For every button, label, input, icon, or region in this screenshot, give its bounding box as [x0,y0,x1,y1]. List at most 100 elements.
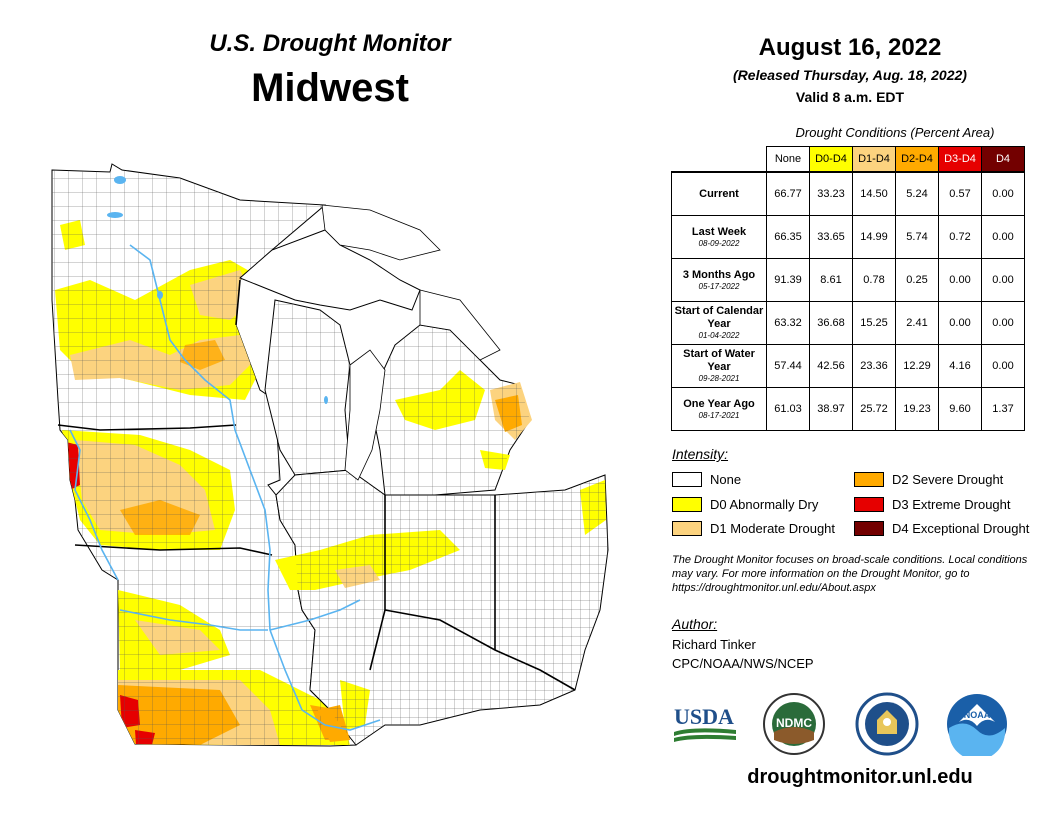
table-cell: 33.65 [809,215,853,259]
table-row: Current 66.77 33.23 14.50 5.24 0.57 0.00 [671,171,1025,216]
table-cell: 38.97 [809,387,853,431]
legend-item-none: None [672,470,741,488]
table-cell: 66.77 [766,171,810,216]
table-cell: 14.50 [852,171,896,216]
table-cell: 63.32 [766,301,810,345]
row-date: 08-09-2022 [698,238,740,248]
table-cell: 1.37 [981,387,1025,431]
footer-url[interactable]: droughtmonitor.unl.edu [747,766,973,788]
row-label: 3 Months Ago 05-17-2022 [671,258,767,302]
table-caption: Drought Conditions (Percent Area) [795,125,995,140]
table-cell: 0.00 [981,171,1025,216]
table-cell: 5.24 [895,171,939,216]
table-cell: 9.60 [938,387,982,431]
table-cell: 23.36 [852,344,896,388]
legend-swatch [672,471,702,487]
land-east-block [275,469,609,746]
noaa-logo: NOAA [947,694,1007,756]
author-label: Author: [672,616,718,632]
table-cell: 5.74 [895,215,939,259]
lakes-inland [107,176,328,404]
row-date: 08-17-2021 [698,410,740,420]
legend-item-d2: D2 Severe Drought [854,470,1003,488]
legend-swatch [854,496,884,512]
table-cell: 36.68 [809,301,853,345]
land-lower-michigan [369,324,532,496]
noaa-logo-text: NOAA [964,710,991,720]
legend-title: Intensity: [672,446,729,462]
table-cell: 42.56 [809,344,853,388]
valid-time: Valid 8 a.m. EDT [795,89,905,105]
table-cell: 4.16 [938,344,982,388]
row-date: 01-04-2022 [698,331,740,340]
table-row: Start of Calendar Year 01-04-2022 63.32 3… [671,301,1025,345]
map-date: August 16, 2022 [758,34,942,61]
table-cell: 0.00 [981,258,1025,302]
great-lakes [321,204,501,481]
table-cell: 0.00 [938,301,982,345]
table-header-row: None D0-D4 D1-D4 D2-D4 D3-D4 D4 [672,146,1025,173]
table-cell: 0.00 [981,215,1025,259]
table-cell: 12.29 [895,344,939,388]
legend-label: D1 Moderate Drought [710,520,836,536]
legend-label: D4 Exceptional Drought [892,520,1030,536]
table-row: Start of Water Year 09-28-2021 57.44 42.5… [671,344,1025,388]
table-cell: 66.35 [766,215,810,259]
legend-item-d3: D3 Extreme Drought [854,495,1011,513]
table-cell: 2.41 [895,301,939,345]
column-header: D3-D4 [938,146,982,173]
usda-logo: USDA [674,704,736,742]
table-row: Last Week 08-09-2022 66.35 33.65 14.99 5.… [671,215,1025,259]
table-cell: 14.99 [852,215,896,259]
drought-map [51,163,609,747]
row-label: Start of Calendar Year 01-04-2022 [671,301,767,345]
table-cell: 15.25 [852,301,896,345]
ndmc-logo: NDMC [763,693,825,755]
table-cell: 0.72 [938,215,982,259]
table-cell: 0.00 [981,344,1025,388]
region-title: Midwest [251,66,409,110]
state-borders [57,279,576,691]
table-cell: 91.39 [766,258,810,302]
table-cell: 33.23 [809,171,853,216]
legend-label: D0 Abnormally Dry [710,496,819,512]
author-org: CPC/NOAA/NWS/NCEP [672,656,814,671]
table-cell: 57.44 [766,344,810,388]
legend-swatch [672,496,702,512]
land-wisconsin-east [264,299,351,476]
rivers [69,244,381,731]
table-cell: 8.61 [809,258,853,302]
commerce-seal-icon [855,692,919,756]
table-corner [672,147,767,173]
row-label: Current [671,171,767,216]
column-header: D1-D4 [852,146,896,173]
table-row: One Year Ago 08-17-2021 61.03 38.97 25.72… [671,387,1025,431]
column-header: D4 [981,146,1025,173]
column-header: D0-D4 [809,146,853,173]
legend-label: None [710,471,742,487]
ndmc-logo-text: NDMC [776,716,812,730]
table-cell: 0.57 [938,171,982,216]
table-cell: 0.00 [938,258,982,302]
table-cell: 0.78 [852,258,896,302]
table-cell: 61.03 [766,387,810,431]
table-cell: 0.00 [981,301,1025,345]
table-cell: 0.25 [895,258,939,302]
legend-swatch [854,520,884,536]
disclaimer-note: The Drought Monitor focuses on broad-sca… [672,554,1028,594]
usda-logo-text: USDA [674,704,734,729]
row-date: 05-17-2022 [698,281,740,291]
legend-item-d4: D4 Exceptional Drought [854,519,1029,537]
legend-item-d1: D1 Moderate Drought [672,519,835,537]
row-label: Last Week 08-09-2022 [671,215,767,259]
drought-conditions-table: None D0-D4 D1-D4 D2-D4 D3-D4 D4 Current … [671,146,1025,431]
legend-item-d0: D0 Abnormally Dry [672,495,818,513]
column-header: D2-D4 [895,146,939,173]
legend-label: D2 Severe Drought [892,471,1004,487]
release-date: (Released Thursday, Aug. 18, 2022) [733,67,967,83]
row-label: Start of Water Year 09-28-2021 [671,344,767,388]
map-title: U.S. Drought Monitor [209,30,451,57]
legend-swatch [672,520,702,536]
row-date: 09-28-2021 [698,374,740,383]
row-label: One Year Ago 08-17-2021 [671,387,767,431]
